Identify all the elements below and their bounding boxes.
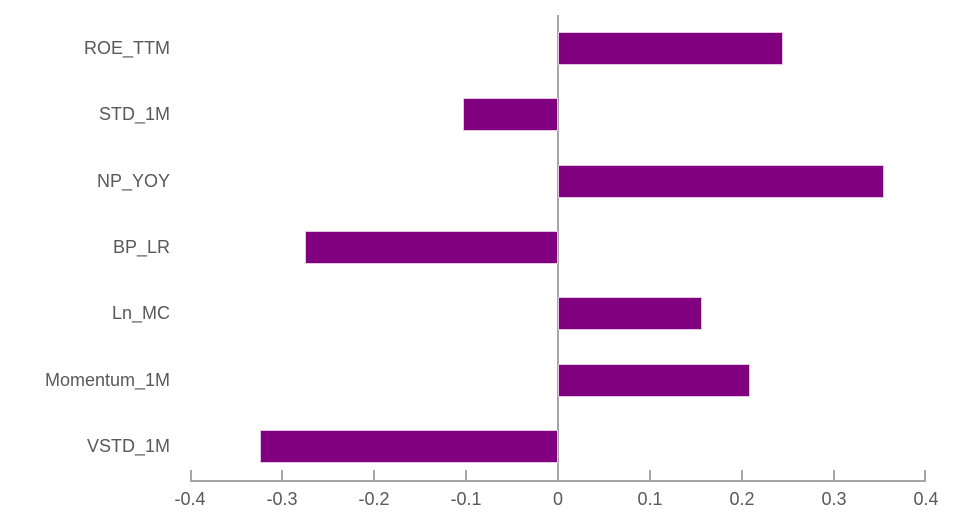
category-label-ROE_TTM: ROE_TTM	[83, 37, 170, 58]
x-axis-tick	[465, 470, 467, 480]
x-tick-label: -0.2	[358, 489, 390, 509]
category-label-BP_LR: BP_LR	[112, 236, 170, 257]
x-axis-tick	[557, 470, 559, 480]
bar-ROE_TTM	[558, 31, 784, 65]
x-tick-label: 0.3	[821, 489, 847, 509]
bar-Momentum_1M	[558, 363, 751, 397]
x-tick-label: 0.1	[637, 489, 663, 509]
x-axis-tick	[833, 470, 835, 480]
plot-area	[190, 15, 926, 482]
bar-NP_YOY	[558, 164, 884, 198]
x-tick-label: -0.4	[174, 489, 206, 509]
bar-BP_LR	[305, 231, 558, 264]
category-label-NP_YOY: NP_YOY	[96, 170, 170, 191]
x-axis-tick	[924, 470, 926, 480]
x-axis-tick	[190, 470, 192, 480]
category-label-Momentum_1M: Momentum_1M	[44, 369, 170, 390]
x-tick-label: 0	[552, 489, 563, 509]
zero-axis-line	[557, 15, 559, 480]
category-label-STD_1M: STD_1M	[98, 104, 170, 125]
x-tick-label: -0.3	[266, 489, 298, 509]
x-axis-tick	[281, 470, 283, 480]
x-axis-tick	[741, 470, 743, 480]
x-axis-tick	[373, 470, 375, 480]
bar-STD_1M	[463, 98, 558, 132]
x-tick-label: 0.2	[729, 489, 755, 509]
x-axis-tick	[649, 470, 651, 480]
bar-Ln_MC	[558, 297, 703, 331]
bar-VSTD_1M	[259, 430, 558, 464]
x-tick-label: 0.4	[913, 489, 939, 509]
x-tick-label: -0.1	[450, 489, 482, 509]
category-label-VSTD_1M: VSTD_1M	[86, 436, 170, 457]
category-label-Ln_MC: Ln_MC	[111, 303, 170, 324]
